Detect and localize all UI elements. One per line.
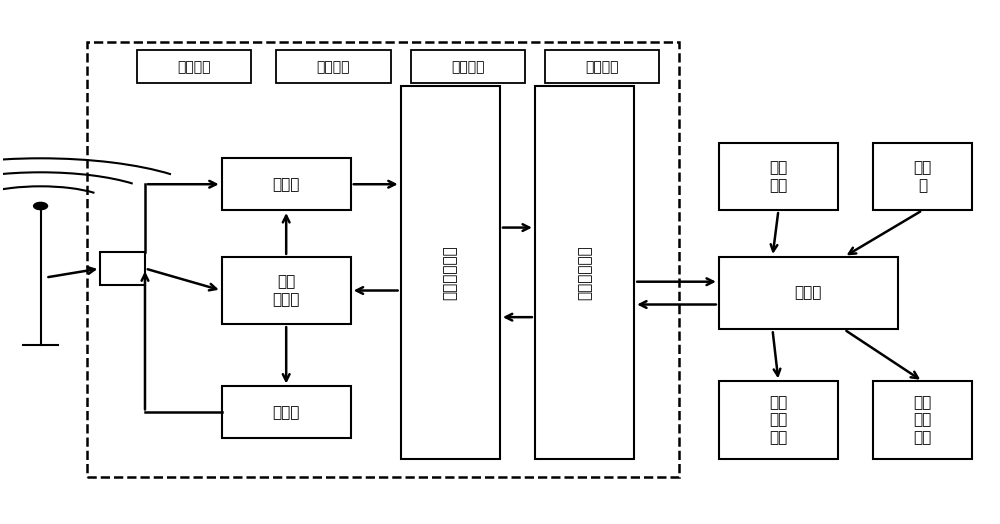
FancyBboxPatch shape (873, 381, 972, 459)
Text: 处理器: 处理器 (795, 286, 822, 301)
FancyBboxPatch shape (137, 50, 251, 83)
FancyBboxPatch shape (411, 50, 525, 83)
FancyBboxPatch shape (222, 257, 351, 324)
Text: 数据
存储
模块: 数据 存储 模块 (914, 395, 932, 445)
Circle shape (34, 202, 48, 210)
Text: 数字处理模块: 数字处理模块 (443, 245, 458, 300)
FancyBboxPatch shape (873, 143, 972, 210)
FancyBboxPatch shape (719, 257, 898, 330)
FancyBboxPatch shape (222, 386, 351, 438)
Text: 数据
分析
模块: 数据 分析 模块 (769, 395, 788, 445)
Text: 控制
程序: 控制 程序 (769, 160, 788, 193)
Text: 数字接口电路: 数字接口电路 (577, 245, 592, 300)
FancyBboxPatch shape (545, 50, 659, 83)
Text: 时钟管理: 时钟管理 (317, 60, 350, 74)
FancyBboxPatch shape (719, 143, 838, 210)
FancyBboxPatch shape (276, 50, 391, 83)
FancyBboxPatch shape (535, 86, 634, 459)
FancyBboxPatch shape (100, 252, 145, 286)
Text: 显示
器: 显示 器 (914, 160, 932, 193)
Text: 时钟恢复: 时钟恢复 (177, 60, 211, 74)
FancyBboxPatch shape (719, 381, 838, 459)
Text: 参考电压: 参考电压 (451, 60, 484, 74)
FancyBboxPatch shape (401, 86, 500, 459)
Text: 参考电流: 参考电流 (585, 60, 619, 74)
Text: 频率
综合器: 频率 综合器 (273, 275, 300, 307)
Text: 接收机: 接收机 (273, 177, 300, 192)
Text: 发射机: 发射机 (273, 405, 300, 420)
FancyBboxPatch shape (222, 158, 351, 210)
